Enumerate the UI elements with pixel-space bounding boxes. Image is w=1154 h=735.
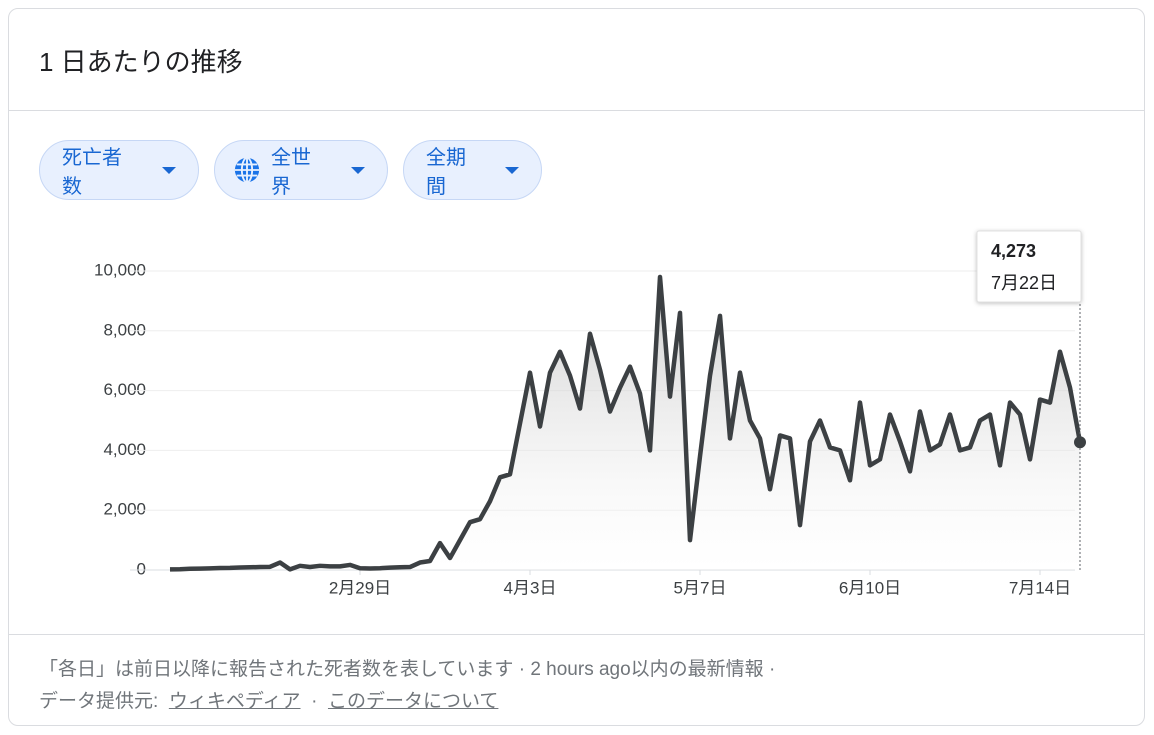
dropdown-icon [505,166,519,174]
y-tick-label: 2,000 [103,500,146,519]
y-tick-label: 4,000 [103,440,146,459]
filter-chip[interactable]: 全期間 [403,140,542,200]
filter-chip[interactable]: 死亡者数 [39,140,199,200]
globe-icon [234,156,260,184]
line [169,274,1083,572]
about-link[interactable]: このデータについて [327,691,499,712]
area [170,276,1080,570]
footer-note: 「各日」は前日以降に報告された死者数を表しています · 2 hours ago以… [39,659,776,680]
tooltip-date: 7月22日 [991,273,1057,293]
dropdown-icon [351,166,365,174]
card: 1 日あたりの推移 死亡者数 全世界 全期間 「各日」は前日以降に報告された死者… [8,8,1145,726]
divider [9,634,1144,635]
x-tick-label: 2月29日 [329,578,391,597]
separator: · [311,691,318,712]
chip-label: 死亡者数 [62,147,122,198]
x-tick-label: 4月3日 [504,578,557,597]
chip-label: 全期間 [426,147,466,198]
source-label: データ提供元: [39,691,159,712]
chart: 0 2,000 4,000 6,000 8,000 10,000 2月29日 4月3日 5月7日… [94,230,1086,597]
x-tick-label: 6月10日 [839,578,901,597]
divider [9,110,1144,111]
y-tick-label: 8,000 [103,320,146,339]
x-tick-label: 5月7日 [674,578,727,597]
y-tick-label: 6,000 [103,380,146,399]
hover-point [1074,436,1086,449]
y-tick-label: 0 [137,559,146,578]
tooltip-value: 4,273 [991,241,1036,261]
footer-source: データ提供元: ウィキペディア · このデータについて [39,686,498,713]
tooltip: 4,273 7月22日 [976,230,1082,303]
chip-label: 全世界 [271,147,311,198]
y-tick-label: 10,000 [94,260,146,279]
tooltip-box [976,230,1082,303]
dropdown-icon [162,166,176,174]
card-title: 1 日あたりの推移 [39,47,243,77]
source-link[interactable]: ウィキペディア [168,691,301,712]
x-tick-label: 7月14日 [1009,578,1071,597]
filter-chip[interactable]: 全世界 [214,140,388,200]
